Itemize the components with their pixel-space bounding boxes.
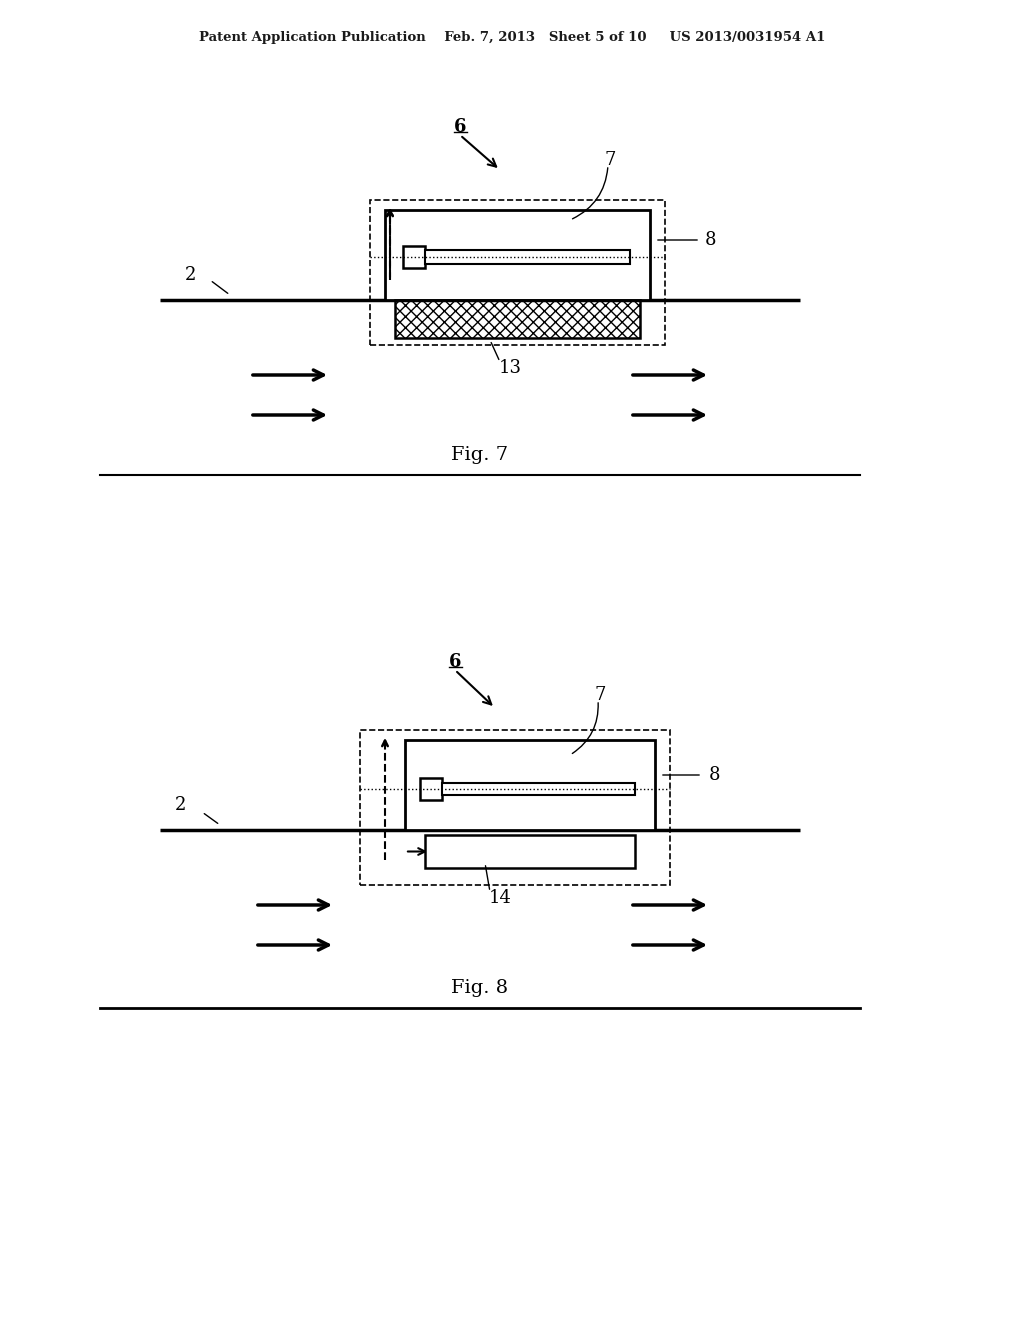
Bar: [403, 246, 425, 268]
Text: 2: 2: [184, 267, 196, 284]
Bar: [442, 783, 635, 795]
Bar: [425, 249, 630, 264]
Text: Fig. 8: Fig. 8: [452, 979, 509, 997]
Text: 8: 8: [705, 231, 716, 249]
Text: 8: 8: [710, 766, 721, 784]
Text: 6: 6: [454, 117, 466, 136]
Text: 13: 13: [499, 359, 521, 378]
Bar: [370, 201, 665, 345]
Text: 7: 7: [604, 150, 615, 169]
Text: 2: 2: [174, 796, 185, 814]
Bar: [406, 741, 655, 830]
Bar: [395, 300, 640, 338]
Bar: [360, 730, 670, 884]
Bar: [420, 777, 442, 800]
Text: 14: 14: [488, 888, 511, 907]
Bar: [385, 210, 650, 300]
Text: 7: 7: [594, 686, 605, 704]
Text: Patent Application Publication    Feb. 7, 2013   Sheet 5 of 10     US 2013/00319: Patent Application Publication Feb. 7, 2…: [199, 32, 825, 45]
Text: 6: 6: [449, 653, 461, 671]
Bar: [425, 836, 635, 869]
Text: Fig. 7: Fig. 7: [452, 446, 509, 465]
